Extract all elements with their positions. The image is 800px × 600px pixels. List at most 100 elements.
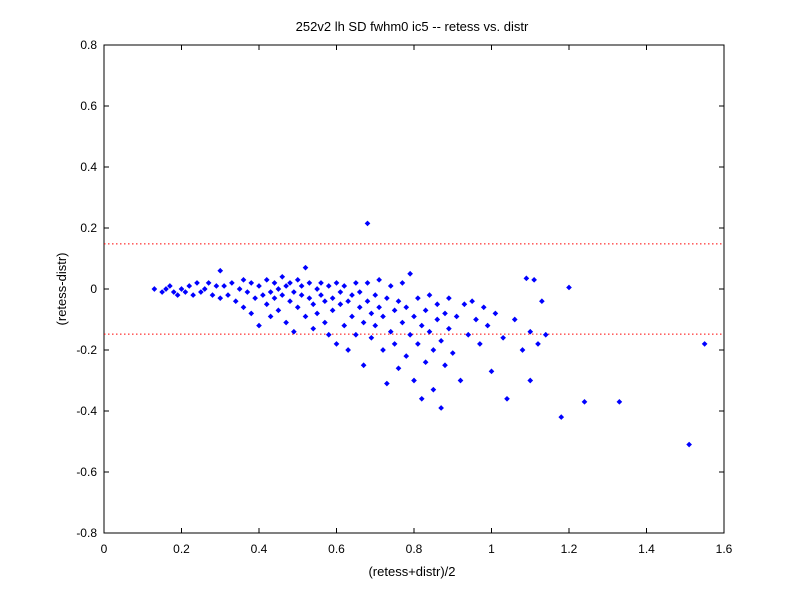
data-point: [477, 341, 483, 347]
data-point: [279, 273, 286, 280]
data-point: [248, 310, 255, 317]
data-point: [337, 301, 344, 308]
data-point: [376, 304, 382, 311]
x-tick-label: 1.6: [716, 542, 733, 556]
data-point: [275, 286, 282, 292]
data-point: [484, 322, 491, 329]
data-point: [465, 331, 472, 338]
data-point: [387, 283, 394, 289]
data-point: [291, 328, 297, 335]
data-point: [480, 304, 487, 311]
data-point: [314, 310, 320, 317]
data-point: [271, 295, 278, 301]
data-point: [260, 292, 266, 298]
data-point: [163, 286, 169, 292]
data-point: [391, 341, 398, 347]
data-point: [244, 289, 251, 295]
data-point: [356, 304, 363, 311]
data-point: [182, 289, 189, 295]
data-point: [232, 298, 239, 305]
data-point: [318, 292, 324, 298]
data-point: [279, 292, 286, 298]
x-tick-label: 1.4: [638, 542, 655, 556]
data-point: [236, 286, 243, 292]
data-point: [275, 307, 282, 314]
data-point: [457, 377, 464, 384]
data-point: [488, 368, 495, 375]
data-point: [395, 365, 402, 372]
x-tick-label: 1.2: [561, 542, 578, 556]
data-point: [263, 277, 270, 283]
data-point: [442, 310, 448, 317]
data-point: [306, 280, 313, 286]
data-point: [558, 414, 565, 420]
data-point: [190, 292, 196, 298]
data-point: [407, 331, 413, 338]
data-point: [325, 283, 332, 289]
data-point: [217, 295, 224, 301]
data-point: [287, 298, 293, 305]
data-point: [322, 319, 328, 326]
y-tick-label: 0.6: [80, 99, 97, 113]
data-point: [453, 313, 460, 320]
data-point: [337, 289, 344, 295]
data-point: [473, 316, 479, 323]
data-point: [616, 399, 623, 405]
y-axis-ticks: -0.8 -0.6 -0.4 -0.2 0 0.2 0.4 0.6 0.8: [76, 38, 724, 540]
data-point: [302, 264, 309, 271]
data-point: [387, 328, 394, 335]
data-point: [415, 295, 421, 301]
data-point: [256, 322, 262, 329]
data-point: [430, 386, 437, 393]
y-tick-label: 0.8: [80, 38, 97, 52]
data-point: [539, 298, 545, 305]
data-point: [368, 334, 375, 341]
data-point: [372, 292, 379, 298]
data-point: [178, 286, 185, 292]
data-point: [291, 289, 297, 295]
data-point: [353, 331, 359, 338]
data-points: [151, 220, 708, 448]
x-tick-label: 0.4: [251, 542, 268, 556]
data-point: [422, 307, 429, 314]
y-tick-label: -0.2: [76, 343, 97, 357]
data-point: [527, 328, 534, 335]
y-tick-label: 0: [90, 282, 97, 296]
plot-frame: [103, 44, 725, 534]
data-point: [566, 284, 572, 291]
data-point: [411, 313, 417, 320]
data-point: [205, 280, 212, 286]
data-point: [380, 313, 386, 320]
x-tick-label: 0: [101, 542, 108, 556]
data-point: [380, 347, 386, 353]
data-point: [198, 289, 204, 295]
data-point: [240, 277, 247, 283]
x-tick-label: 0.6: [328, 542, 345, 556]
data-point: [535, 341, 541, 347]
data-point: [225, 292, 231, 298]
data-point: [411, 377, 417, 384]
data-point: [167, 283, 173, 289]
data-point: [519, 347, 526, 353]
data-point: [469, 298, 475, 305]
data-point: [360, 319, 367, 326]
data-point: [527, 377, 534, 384]
chart-title: 252v2 lh SD fwhm0 ic5 -- retess vs. dist…: [296, 19, 529, 34]
data-point: [399, 319, 406, 326]
x-axis-title: (retess+distr)/2: [368, 564, 455, 579]
data-point: [399, 280, 406, 286]
data-point: [360, 362, 367, 369]
data-point: [384, 295, 390, 301]
data-point: [446, 325, 452, 332]
data-point: [511, 316, 518, 323]
data-point: [333, 280, 340, 286]
data-point: [376, 277, 382, 283]
data-point: [248, 280, 255, 286]
data-point: [449, 350, 456, 356]
data-point: [500, 334, 506, 341]
data-point: [407, 270, 413, 277]
data-point: [391, 307, 398, 314]
x-tick-label: 1: [488, 542, 495, 556]
data-point: [349, 313, 355, 320]
data-point: [442, 362, 448, 369]
